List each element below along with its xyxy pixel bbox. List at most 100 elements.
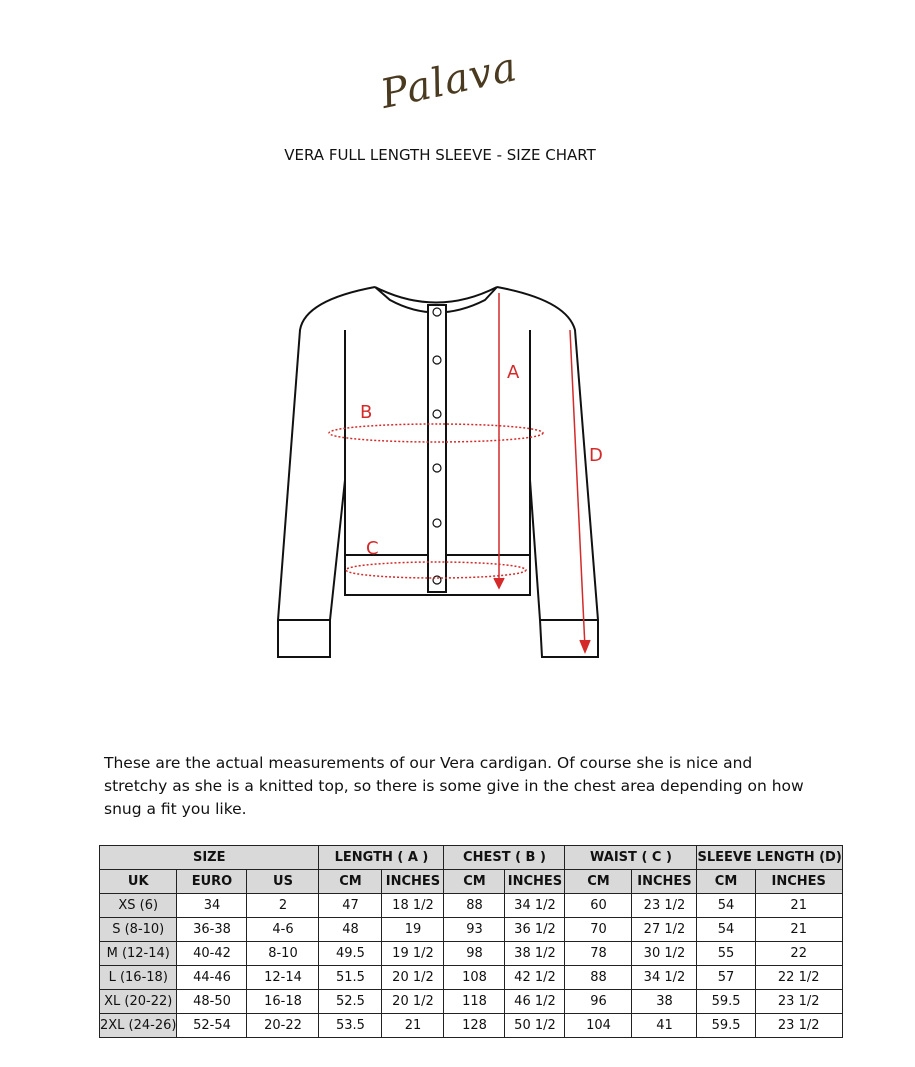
cell: 4-6 — [246, 917, 320, 942]
size-row: 2XL (24-26) 52-54 20-22 53.5 21 128 50 1/2 104 4… — [98, 1013, 843, 1038]
column-header: INCHES — [754, 869, 843, 894]
cell: 50 1/2 — [504, 1013, 566, 1038]
cell: 16-18 — [246, 989, 320, 1014]
cardigan — [277, 286, 599, 658]
cell: 98 — [443, 941, 506, 966]
cell: 19 1/2 — [381, 941, 445, 966]
cell: 8-10 — [246, 941, 320, 966]
cell: 12-14 — [246, 965, 320, 990]
group-header: CHEST ( B ) — [443, 845, 566, 870]
cell: 78 — [564, 941, 633, 966]
diagram: A B C D — [277, 286, 603, 658]
cell: 52-54 — [176, 1013, 248, 1038]
cell: 118 — [443, 989, 506, 1014]
cell: 41 — [631, 1013, 698, 1038]
group-header: LENGTH ( A ) — [318, 845, 445, 870]
cell: 44-46 — [176, 965, 248, 990]
cell: 93 — [443, 917, 506, 942]
cell: 22 1/2 — [754, 965, 843, 990]
cell: 27 1/2 — [631, 917, 698, 942]
cell: 104 — [564, 1013, 633, 1038]
column-header: UK — [98, 869, 178, 894]
size-row: XS (6) 34 2 47 18 1/2 88 34 1/2 60 23 1/2 54 21 — [98, 893, 843, 918]
column-header: CM — [564, 869, 633, 894]
size-row: S (8-10) 36-38 4-6 48 19 93 36 1/2 70 27 1/2 54 21 — [98, 917, 843, 942]
cell: 55 — [696, 941, 756, 966]
group-header: SLEEVE LENGTH (D) — [696, 845, 843, 870]
cell: 108 — [443, 965, 506, 990]
cell: 34 1/2 — [631, 965, 698, 990]
cell: XL (20-22) — [98, 989, 178, 1014]
column-header: CM — [318, 869, 383, 894]
cell: 48 — [318, 917, 383, 942]
size-row: L (16-18) 44-46 12-14 51.5 20 1/2 108 42 1/2 88… — [98, 965, 843, 990]
group-header: SIZE — [98, 845, 320, 870]
description: These are the actual measurements of our… — [104, 754, 804, 818]
cell: 18 1/2 — [381, 893, 445, 918]
cell: 22 — [754, 941, 843, 966]
cell: S (8-10) — [98, 917, 178, 942]
measure-lines — [328, 293, 591, 654]
cell: 19 — [381, 917, 445, 942]
cell: 54 — [696, 893, 756, 918]
cell: 2XL (24-26) — [98, 1013, 178, 1038]
label-a: A — [507, 362, 520, 383]
cell: 40-42 — [176, 941, 248, 966]
label-c: C — [366, 538, 379, 559]
cell: 88 — [564, 965, 633, 990]
cell: 23 1/2 — [754, 1013, 843, 1038]
column-header: INCHES — [631, 869, 698, 894]
cell: 23 1/2 — [631, 893, 698, 918]
cell: 96 — [564, 989, 633, 1014]
size-row: XL (20-22) 48-50 16-18 52.5 20 1/2 118 46 1/2 9… — [98, 989, 843, 1014]
cell: 30 1/2 — [631, 941, 698, 966]
cell: 53.5 — [318, 1013, 383, 1038]
cell: 20 1/2 — [381, 965, 445, 990]
cell: 34 — [176, 893, 248, 918]
cell: 21 — [381, 1013, 445, 1038]
cell: 54 — [696, 917, 756, 942]
cell: 36-38 — [176, 917, 248, 942]
cell: 21 — [754, 893, 843, 918]
column-header: US — [246, 869, 320, 894]
size-table: SIZE LENGTH ( A ) CHEST ( B ) WAIST ( C ) SL… — [98, 845, 843, 1038]
column-header: CM — [443, 869, 506, 894]
column-header: INCHES — [381, 869, 445, 894]
size-row: M (12-14) 40-42 8-10 49.5 19 1/2 98 38 1/2 78 30… — [98, 941, 843, 966]
cell: 47 — [318, 893, 383, 918]
cell: 59.5 — [696, 989, 756, 1014]
cell: 48-50 — [176, 989, 248, 1014]
cell: 59.5 — [696, 1013, 756, 1038]
cell: 60 — [564, 893, 633, 918]
cell: 51.5 — [318, 965, 383, 990]
column-header: EURO — [176, 869, 248, 894]
group-header-row: SIZE LENGTH ( A ) CHEST ( B ) WAIST ( C ) SL… — [98, 845, 843, 870]
cell: 57 — [696, 965, 756, 990]
cell: 46 1/2 — [504, 989, 566, 1014]
cell: 38 1/2 — [504, 941, 566, 966]
label-d: D — [589, 445, 603, 466]
cell: M (12-14) — [98, 941, 178, 966]
cell: 20-22 — [246, 1013, 320, 1038]
column-header: INCHES — [504, 869, 566, 894]
cell: 23 1/2 — [754, 989, 843, 1014]
cell: 128 — [443, 1013, 506, 1038]
cell: 38 — [631, 989, 698, 1014]
label-b: B — [360, 402, 372, 423]
column-header: CM — [696, 869, 756, 894]
cell: L (16-18) — [98, 965, 178, 990]
cell: 88 — [443, 893, 506, 918]
cell: 36 1/2 — [504, 917, 566, 942]
cell: 70 — [564, 917, 633, 942]
title: VERA FULL LENGTH SLEEVE - SIZE CHART — [284, 146, 596, 164]
cell: XS (6) — [98, 893, 178, 918]
cell: 49.5 — [318, 941, 383, 966]
cell: 2 — [246, 893, 320, 918]
cell: 52.5 — [318, 989, 383, 1014]
cell: 34 1/2 — [504, 893, 566, 918]
cell: 42 1/2 — [504, 965, 566, 990]
cell: 20 1/2 — [381, 989, 445, 1014]
group-header: WAIST ( C ) — [564, 845, 698, 870]
cell: 21 — [754, 917, 843, 942]
